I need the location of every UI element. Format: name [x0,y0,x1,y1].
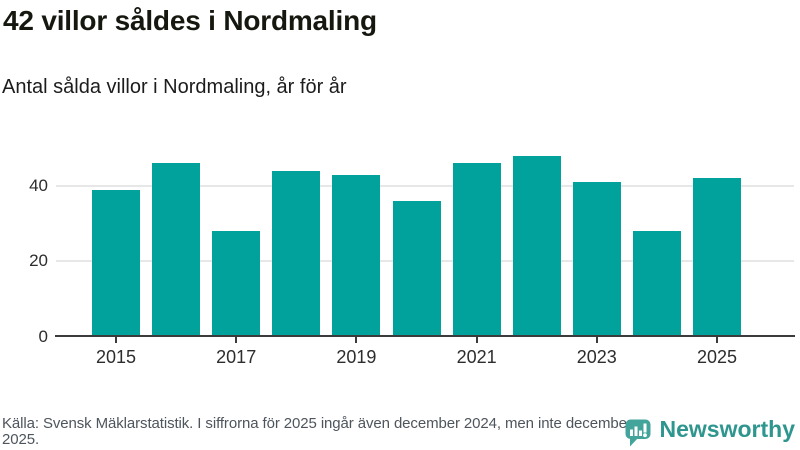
x-tick-label-2019: 2019 [336,347,377,367]
x-tick-label-2023: 2023 [576,347,617,367]
x-tick-2023 [595,337,598,343]
bar-2022 [512,155,561,337]
chart-title: 42 villor såldes i Nordmaling [3,5,377,36]
x-tick-label-2021: 2021 [456,347,497,367]
newsworthy-chart-bubble-icon [625,419,651,447]
x-tick-2017 [235,337,238,343]
bar-2024 [632,231,681,337]
bar-2019 [332,174,381,337]
bar-2021 [452,163,501,337]
bar-2016 [152,163,201,337]
bar-2023 [572,182,621,337]
x-tick-label-2025: 2025 [696,347,738,367]
source-note: Källa: Svensk Mäklarstatistik. I siffror… [2,415,632,448]
y-tick-label-40: 40 [29,175,48,195]
x-tick-2015 [115,337,117,343]
bar-2018 [272,170,321,337]
bar-2017 [212,231,261,337]
newsworthy-wordmark: Newsworthy [659,416,795,442]
bar-2015 [92,189,140,337]
bar-2020 [392,200,441,337]
y-tick-label-20: 20 [29,251,48,271]
x-tick-label-2015: 2015 [95,347,137,367]
x-tick-2021 [475,337,478,343]
x-tick-2019 [355,337,358,343]
gridline-40 [56,184,794,187]
x-tick-2025 [716,337,718,343]
x-tick-label-2017: 2017 [216,347,257,367]
y-tick-label-0: 0 [38,327,48,346]
newsworthy-logo: Newsworthy [625,416,795,447]
chart-subtitle: Antal sålda villor i Nordmaling, år för … [2,76,347,98]
bar-2025 [693,178,741,337]
x-axis-line [55,335,795,337]
